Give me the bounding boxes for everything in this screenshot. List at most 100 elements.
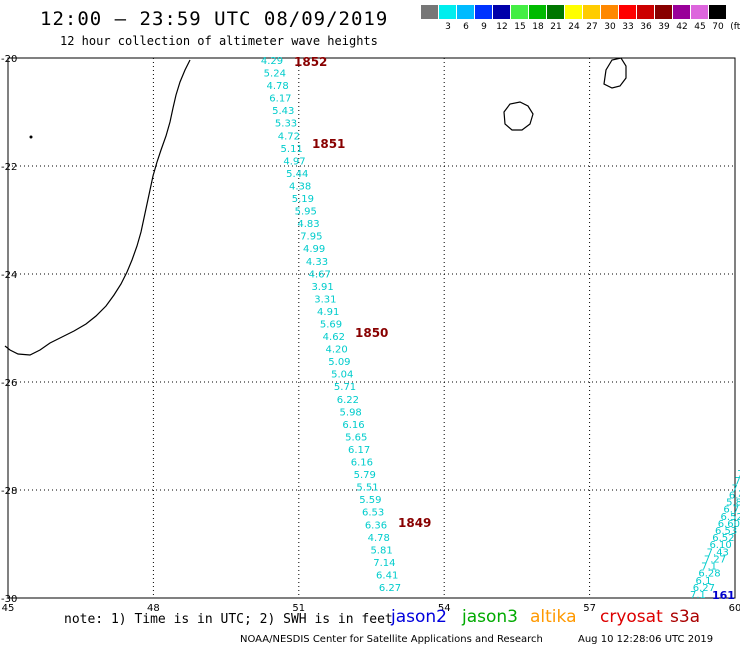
lat-lon-grid bbox=[7, 57, 736, 599]
track-2: 777.57.36.465.866.776.526.606.536.526.10… bbox=[690, 469, 740, 602]
wave-height-value: 6.52 bbox=[712, 533, 734, 544]
legend-label: 27 bbox=[586, 22, 598, 32]
map-frame bbox=[7, 57, 736, 599]
footer-note: note: 1) Time is in UTC; 2) SWH is in fe… bbox=[64, 612, 393, 627]
wave-height-value: 5.79 bbox=[354, 470, 376, 481]
wave-height-value: 3.91 bbox=[311, 282, 333, 293]
legend-label: 21 bbox=[550, 22, 562, 32]
legend-swatch bbox=[511, 5, 528, 19]
wave-height-value: 7.43 bbox=[707, 547, 729, 558]
wave-height-value: 7 bbox=[737, 469, 740, 480]
legend-label: 36 bbox=[640, 22, 652, 32]
lat-tick-label: -20 bbox=[1, 54, 17, 65]
wave-height-value: 5.98 bbox=[340, 407, 362, 418]
legend-swatch bbox=[691, 5, 708, 19]
legend-label: 9 bbox=[481, 22, 487, 32]
satellite-jason3: jason3 bbox=[462, 607, 518, 627]
coastlines bbox=[4, 57, 627, 356]
wave-height-value: 5.44 bbox=[286, 169, 308, 180]
legend-swatch bbox=[529, 5, 546, 19]
wave-height-value: 4.78 bbox=[368, 533, 390, 544]
wave-height-value: 7.95 bbox=[300, 232, 322, 243]
legend-unit: (ft) bbox=[730, 22, 740, 32]
wave-height-value: 5.04 bbox=[331, 370, 353, 381]
pass-time-label: 1850 bbox=[355, 326, 388, 340]
legend-swatch bbox=[547, 5, 564, 19]
wave-height-value: 5.86 bbox=[726, 498, 740, 509]
legend-label: 15 bbox=[514, 22, 526, 32]
pass-time-label: 1851 bbox=[312, 137, 345, 151]
wave-height-value: 5.19 bbox=[292, 194, 314, 205]
wave-height-value: 4.97 bbox=[283, 156, 305, 167]
wave-height-value: 4.78 bbox=[266, 81, 288, 92]
wave-height-value: 6.36 bbox=[365, 520, 387, 531]
lon-tick-label: 51 bbox=[292, 603, 305, 614]
credit-line: NOAA/NESDIS Center for Satellite Applica… bbox=[240, 634, 543, 645]
legend-label: 45 bbox=[694, 22, 706, 32]
islet bbox=[29, 135, 33, 139]
wave-height-value: 6.46 bbox=[729, 490, 740, 501]
wave-height-value: 6.53 bbox=[362, 508, 384, 519]
wave-height-value: 5.81 bbox=[370, 545, 392, 556]
legend-swatch bbox=[601, 5, 618, 19]
legend-label: 30 bbox=[604, 22, 616, 32]
wave-height-value: 6.10 bbox=[709, 540, 731, 551]
legend-swatch bbox=[493, 5, 510, 19]
wave-height-value: 7.27 bbox=[704, 554, 726, 565]
legend-swatch bbox=[583, 5, 600, 19]
wave-height-value: 5.43 bbox=[272, 106, 294, 117]
wave-height-value: 4.62 bbox=[323, 332, 345, 343]
wave-height-value: 4.33 bbox=[306, 257, 328, 268]
mauritius-island bbox=[603, 57, 627, 89]
wave-height-value: 6.41 bbox=[376, 570, 398, 581]
lat-tick-label: -22 bbox=[1, 162, 17, 173]
wave-height-value: 5.51 bbox=[356, 483, 378, 494]
wave-height-value: 6.27 bbox=[693, 583, 715, 594]
legend-label: 18 bbox=[532, 22, 544, 32]
lon-tick-label: 60 bbox=[729, 603, 740, 614]
pass-time-label: 161 bbox=[712, 589, 735, 602]
wave-height-value: 6.27 bbox=[379, 583, 401, 594]
legend-label: 39 bbox=[658, 22, 670, 32]
pass-time-label: 1849 bbox=[398, 516, 431, 530]
axis-ticks: 45 48 51 54 57 60 -20 -22 -24 -26 -28 -30 bbox=[1, 54, 740, 614]
reunion-island bbox=[503, 101, 534, 131]
wave-height-value: 4.72 bbox=[278, 131, 300, 142]
legend-swatch bbox=[421, 5, 438, 19]
wave-height-value: 7.1 bbox=[690, 590, 706, 601]
wave-height-value: 6.16 bbox=[351, 458, 373, 469]
satellite-s3a: s3a bbox=[670, 607, 701, 627]
wave-height-value: 6.1 bbox=[696, 576, 712, 587]
legend-label: 12 bbox=[496, 22, 508, 32]
lon-tick-label: 45 bbox=[2, 603, 15, 614]
wave-height-value: 5.95 bbox=[295, 207, 317, 218]
wave-height-value: 6.28 bbox=[698, 569, 720, 580]
wave-height-value: 5.11 bbox=[281, 144, 303, 155]
wave-height-value: 7.3 bbox=[732, 483, 740, 494]
legend-label: 70 bbox=[712, 22, 724, 32]
wave-height-value: 5.59 bbox=[359, 495, 381, 506]
wave-height-value: 5.65 bbox=[345, 432, 367, 443]
wave-height-value: 5.71 bbox=[334, 382, 356, 393]
lon-tick-label: 48 bbox=[147, 603, 160, 614]
pass-time-label: 1852 bbox=[294, 55, 327, 69]
map-title: 12:00 – 23:59 UTC 08/09/2019 bbox=[40, 8, 389, 30]
legend-swatch bbox=[457, 5, 474, 19]
lon-tick-label: 54 bbox=[438, 603, 451, 614]
satellite-jason2: jason2 bbox=[391, 607, 447, 627]
wave-height-value: 6.60 bbox=[718, 519, 740, 530]
wave-height-value: 6.16 bbox=[342, 420, 364, 431]
wave-height-value: 6.17 bbox=[348, 445, 370, 456]
lat-tick-label: -26 bbox=[1, 378, 17, 389]
legend-label: 6 bbox=[463, 22, 469, 32]
legend-label: 3 bbox=[445, 22, 451, 32]
madagascar-coast bbox=[4, 59, 191, 356]
wave-height-value: 7.5 bbox=[734, 476, 740, 487]
wave-height-value: 4.20 bbox=[325, 345, 347, 356]
generated-timestamp: Aug 10 12:28:06 UTC 2019 bbox=[578, 634, 714, 645]
legend-swatch bbox=[439, 5, 456, 19]
satellite-altika: altika bbox=[530, 607, 577, 627]
wave-height-value: 5.24 bbox=[264, 69, 286, 80]
legend-swatch bbox=[673, 5, 690, 19]
